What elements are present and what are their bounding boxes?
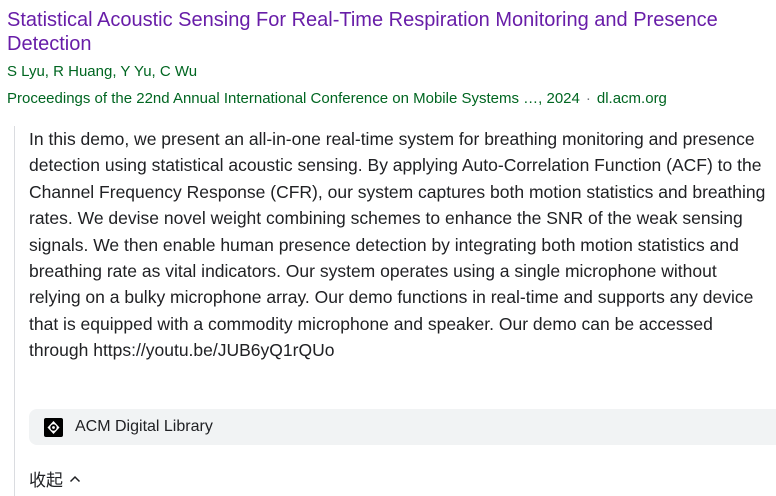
source-label: ACM Digital Library — [75, 418, 213, 435]
result-domain: dl.acm.org — [596, 90, 667, 107]
result-venue: Proceedings of the 22nd Annual Internati… — [7, 90, 580, 107]
acm-logo-icon — [44, 417, 63, 437]
abstract-panel: In this demo, we present an all-in-one r… — [14, 126, 776, 496]
separator-dot: · — [585, 90, 591, 107]
source-chip-acm[interactable]: ACM Digital Library — [29, 409, 776, 445]
result-title-link[interactable]: Statistical Acoustic Sensing For Real-Ti… — [7, 9, 718, 55]
result-authors: S Lyu, R Huang, Y Yu, C Wu — [7, 63, 198, 80]
chevron-up-icon — [69, 475, 81, 483]
result-venue-line: Proceedings of the 22nd Annual Internati… — [7, 89, 667, 109]
collapse-label: 收起 — [29, 471, 63, 490]
abstract-text: In this demo, we present an all-in-one r… — [29, 129, 766, 361]
collapse-button[interactable]: 收起 — [29, 466, 81, 491]
